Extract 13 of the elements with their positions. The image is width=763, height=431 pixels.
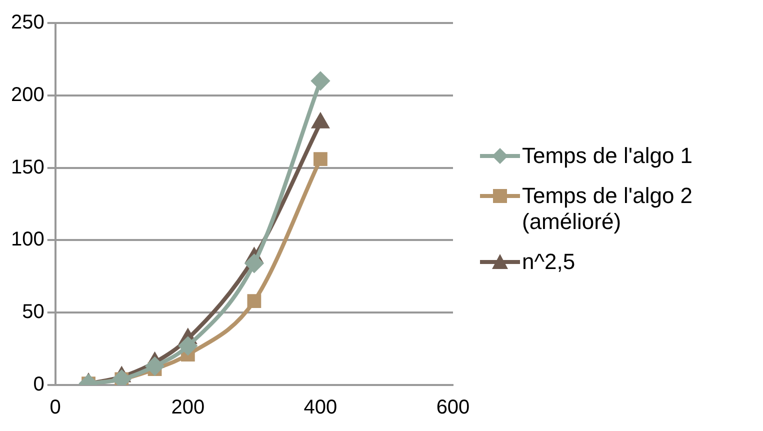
y-tick-label: 150 — [10, 156, 44, 178]
y-tick-label: 100 — [10, 228, 44, 251]
legend-label: n^2,5 — [522, 248, 576, 274]
y-tick-label: 250 — [10, 12, 44, 34]
legend-label: Temps de l'algo 1 — [522, 142, 693, 168]
x-tick-label: 0 — [50, 396, 61, 419]
x-tick-label: 200 — [171, 396, 205, 419]
y-tick-label: 200 — [10, 84, 44, 106]
x-tick-label: 600 — [436, 396, 470, 419]
legend-label: Temps de l'algo 2 (amélioré) — [522, 182, 694, 234]
y-tick-label: 50 — [22, 301, 44, 324]
x-tick-label: 400 — [304, 396, 338, 419]
y-tick-label: 0 — [33, 374, 44, 396]
